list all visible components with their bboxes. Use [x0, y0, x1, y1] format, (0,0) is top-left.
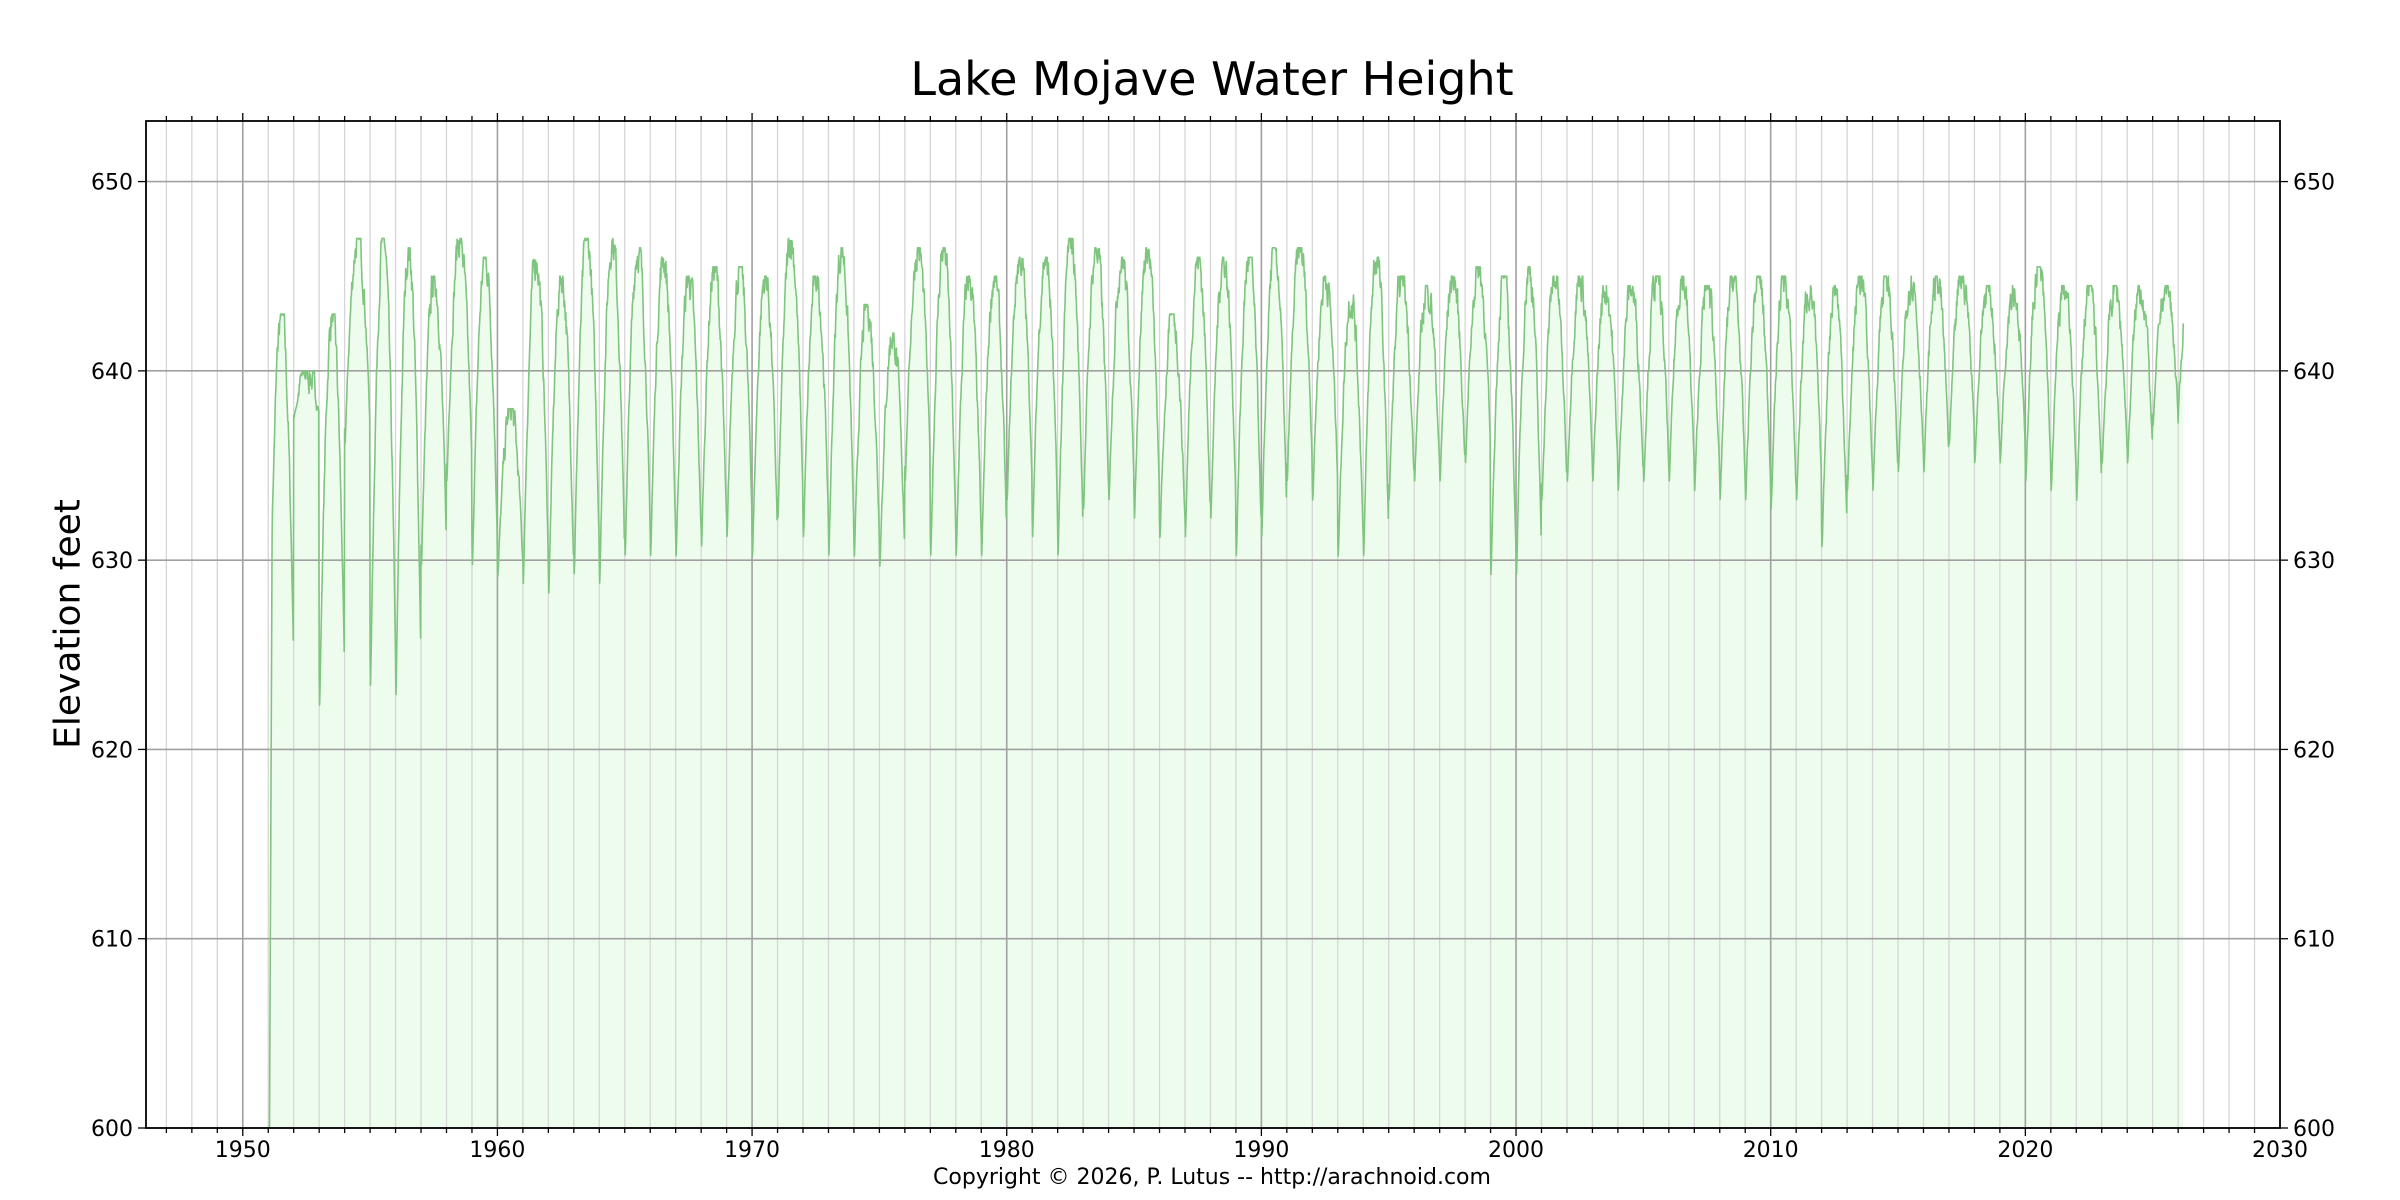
x-tick-label: 2000	[1488, 1138, 1544, 1163]
water-height-line	[268, 237, 2184, 1129]
copyright-footer: Copyright © 2026, P. Lutus -- http://ara…	[933, 1165, 1491, 1190]
x-tick-label: 2010	[1743, 1138, 1799, 1163]
x-tick-label: 1990	[1233, 1138, 1289, 1163]
x-tick-label: 2020	[1997, 1138, 2053, 1163]
y-tick-label-right: 650	[2293, 171, 2335, 196]
plot-frame	[145, 120, 2281, 1129]
y-tick-label: 630	[91, 549, 133, 574]
x-tick-label: 1960	[469, 1138, 525, 1163]
x-tick-label: 2030	[2252, 1138, 2308, 1163]
y-tick-label-right: 600	[2293, 1117, 2335, 1142]
y-tick-label-right: 630	[2293, 549, 2335, 574]
y-tick-label: 620	[91, 738, 133, 763]
chart-title: Lake Mojave Water Height	[910, 52, 1514, 106]
y-tick-label: 650	[91, 171, 133, 196]
y-tick-label-right: 610	[2293, 928, 2335, 953]
y-tick-label-right: 620	[2293, 738, 2335, 763]
y-tick-label: 640	[91, 360, 133, 385]
y-tick-label-right: 640	[2293, 360, 2335, 385]
x-tick-label: 1980	[979, 1138, 1035, 1163]
area-fill	[269, 238, 2184, 1128]
x-tick-label: 1950	[215, 1138, 271, 1163]
y-tick-label: 600	[91, 1117, 133, 1142]
x-tick-label: 1970	[724, 1138, 780, 1163]
y-tick-label: 610	[91, 928, 133, 953]
